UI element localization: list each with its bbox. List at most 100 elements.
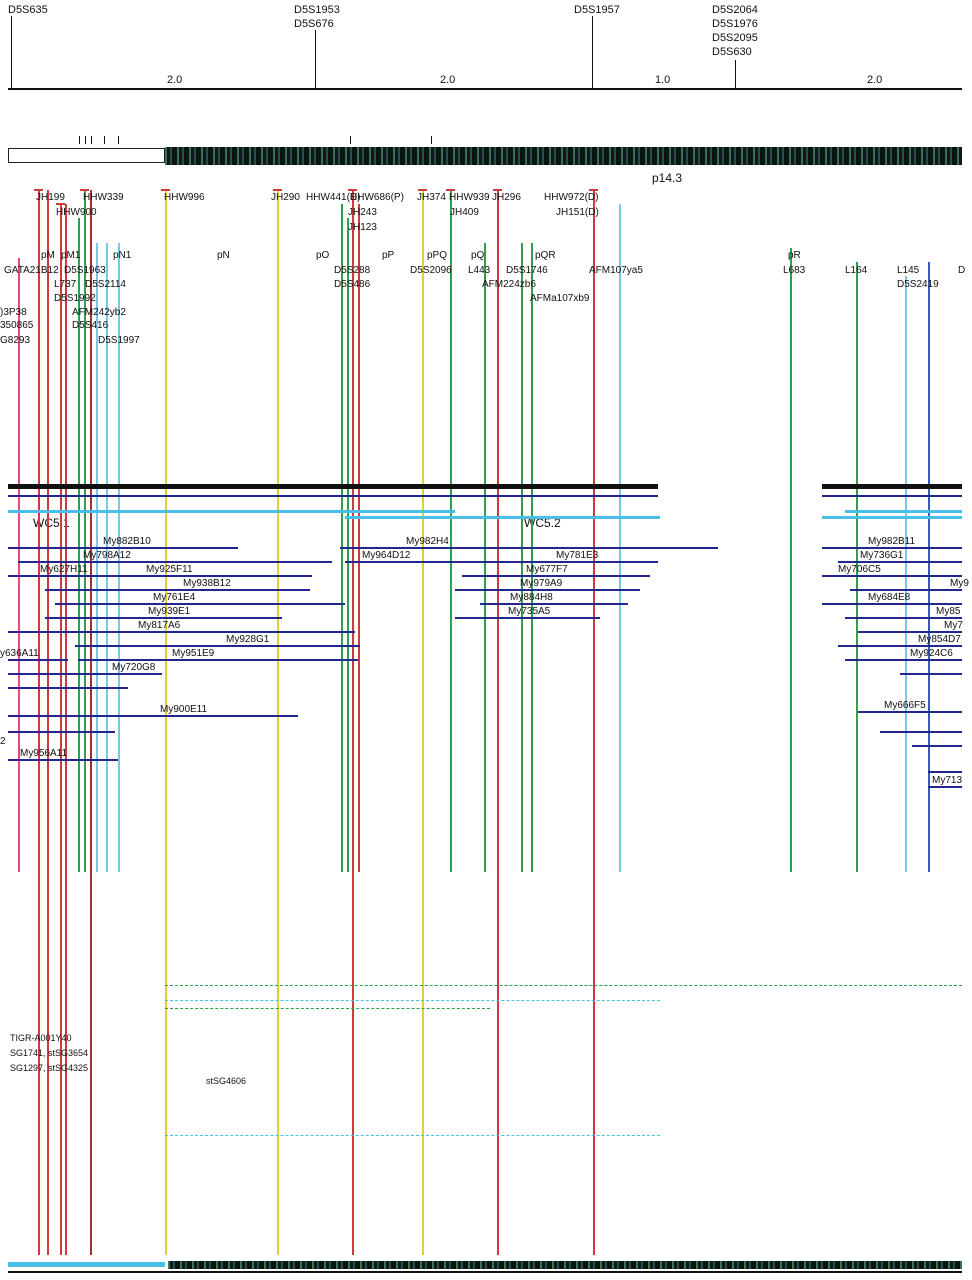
sts-marker-label: D5S1746 [506, 265, 548, 276]
clone-label: My951E9 [172, 648, 215, 659]
clone-line [838, 645, 962, 647]
clone-line [480, 603, 628, 605]
sts-marker-label: D5S288 [334, 265, 371, 276]
genetic-marker-label: D5S635 [8, 4, 48, 16]
bottom-bar [8, 1262, 165, 1267]
probe-line-cap-icon [493, 189, 502, 191]
probe-vertical-line [18, 258, 20, 872]
plasmid-label: pM1 [61, 250, 81, 261]
clone-label: My956A11 [20, 748, 68, 759]
sts-marker-label: D [958, 265, 966, 276]
clone-line [345, 561, 658, 563]
probe-vertical-line [90, 190, 92, 1255]
probe-label: JH151(D) [556, 207, 599, 218]
genetic-marker-label: D5S630 [712, 46, 752, 58]
probe-line-cap-icon [161, 189, 170, 191]
map-distance-label: 2.0 [167, 74, 183, 86]
probe-label: HHW339 [83, 192, 124, 203]
clone-label: My9 [950, 578, 969, 589]
est-dashed-line [165, 985, 962, 986]
contig-bar [345, 516, 660, 519]
plasmid-label: pQ [471, 250, 485, 261]
probe-vertical-line [165, 190, 167, 1255]
clone-label: My684E8 [868, 592, 911, 603]
clone-line [462, 575, 650, 577]
probe-vertical-line [341, 204, 343, 872]
sts-marker-label: L164 [845, 265, 868, 276]
clone-label: My964D12 [362, 550, 411, 561]
contig-bar [8, 510, 455, 513]
probe-label: HHW939 [449, 192, 490, 203]
probe-line-cap-icon [348, 189, 357, 191]
sts-marker-label: L145 [897, 265, 920, 276]
sts-marker-label: D5S486 [334, 279, 371, 290]
plasmid-label: pQR [535, 250, 556, 261]
ideogram-tick [350, 136, 351, 144]
probe-vertical-line [60, 204, 62, 1255]
sts-marker-label: )3P38 [0, 307, 27, 318]
clone-line [928, 771, 962, 773]
probe-vertical-line [358, 204, 360, 872]
clone-label: My928G1 [226, 634, 270, 645]
clone-line [8, 659, 68, 661]
sts-marker-label: D5S416 [72, 320, 109, 331]
probe-line-cap-icon [589, 189, 598, 191]
plasmid-label: pN1 [113, 250, 132, 261]
clone-line [822, 575, 962, 577]
est-dashed-line [165, 1135, 660, 1136]
clone-line [850, 589, 962, 591]
clone-label: My854D7 [918, 634, 961, 645]
probe-vertical-line [928, 262, 930, 872]
probe-vertical-line [118, 243, 120, 872]
probe-vertical-line [347, 218, 349, 872]
sts-marker-label: G8293 [0, 335, 31, 346]
clone-label: My666F5 [884, 700, 926, 711]
ideogram-tick [91, 136, 92, 144]
contig-bar [822, 516, 962, 519]
probe-label: JH199 [36, 192, 65, 203]
probe-vertical-line [84, 190, 86, 872]
clone-line [928, 786, 962, 788]
sts-marker-label: AFM107ya5 [589, 265, 643, 276]
clone-line [845, 659, 962, 661]
probe-vertical-line [497, 190, 499, 1255]
probe-vertical-line [531, 243, 533, 872]
clone-line [45, 589, 310, 591]
clone-label: My817A6 [138, 620, 181, 631]
clone-line [822, 547, 962, 549]
genetic-marker-label: D5S1953 [294, 4, 340, 16]
clone-label: My720G8 [112, 662, 156, 673]
genetic-marker-tick [11, 16, 12, 88]
ideogram-tick [85, 136, 86, 144]
probe-vertical-line [905, 276, 907, 872]
probe-line-cap-icon [56, 203, 65, 205]
genetic-marker-label: D5S1976 [712, 18, 758, 30]
clone-label: My7 [944, 620, 963, 631]
probe-vertical-line [450, 190, 452, 872]
genetic-marker-tick [735, 60, 736, 88]
clone-label: My982H4 [406, 536, 449, 547]
est-label: SG1297, stSG4325 [10, 1063, 89, 1073]
plasmid-label: pM [41, 250, 55, 261]
clone-line [78, 659, 358, 661]
est-label: stSG4606 [206, 1076, 247, 1086]
clone-label: My798A12 [83, 550, 131, 561]
contig-bar [8, 484, 658, 489]
probe-line-cap-icon [80, 189, 89, 191]
ideogram-tick [79, 136, 80, 144]
contig-bar [8, 495, 658, 497]
genetic-marker-label: D5S2095 [712, 32, 758, 44]
probe-label: JH374 [417, 192, 446, 203]
probe-label: HHW900 [56, 207, 97, 218]
map-distance-label: 1.0 [655, 74, 671, 86]
ideogram-dark-segment [165, 147, 962, 165]
clone-label: My939E1 [148, 606, 191, 617]
probe-vertical-line [593, 190, 595, 1255]
sts-marker-label: 350865 [0, 320, 34, 331]
genetic-marker-label: D5S1957 [574, 4, 620, 16]
chromosome-band-label: p14.3 [652, 171, 683, 185]
clone-label: My924C6 [910, 648, 953, 659]
clone-label: My900E11 [160, 704, 208, 715]
sts-marker-label: D5S2419 [897, 279, 939, 290]
